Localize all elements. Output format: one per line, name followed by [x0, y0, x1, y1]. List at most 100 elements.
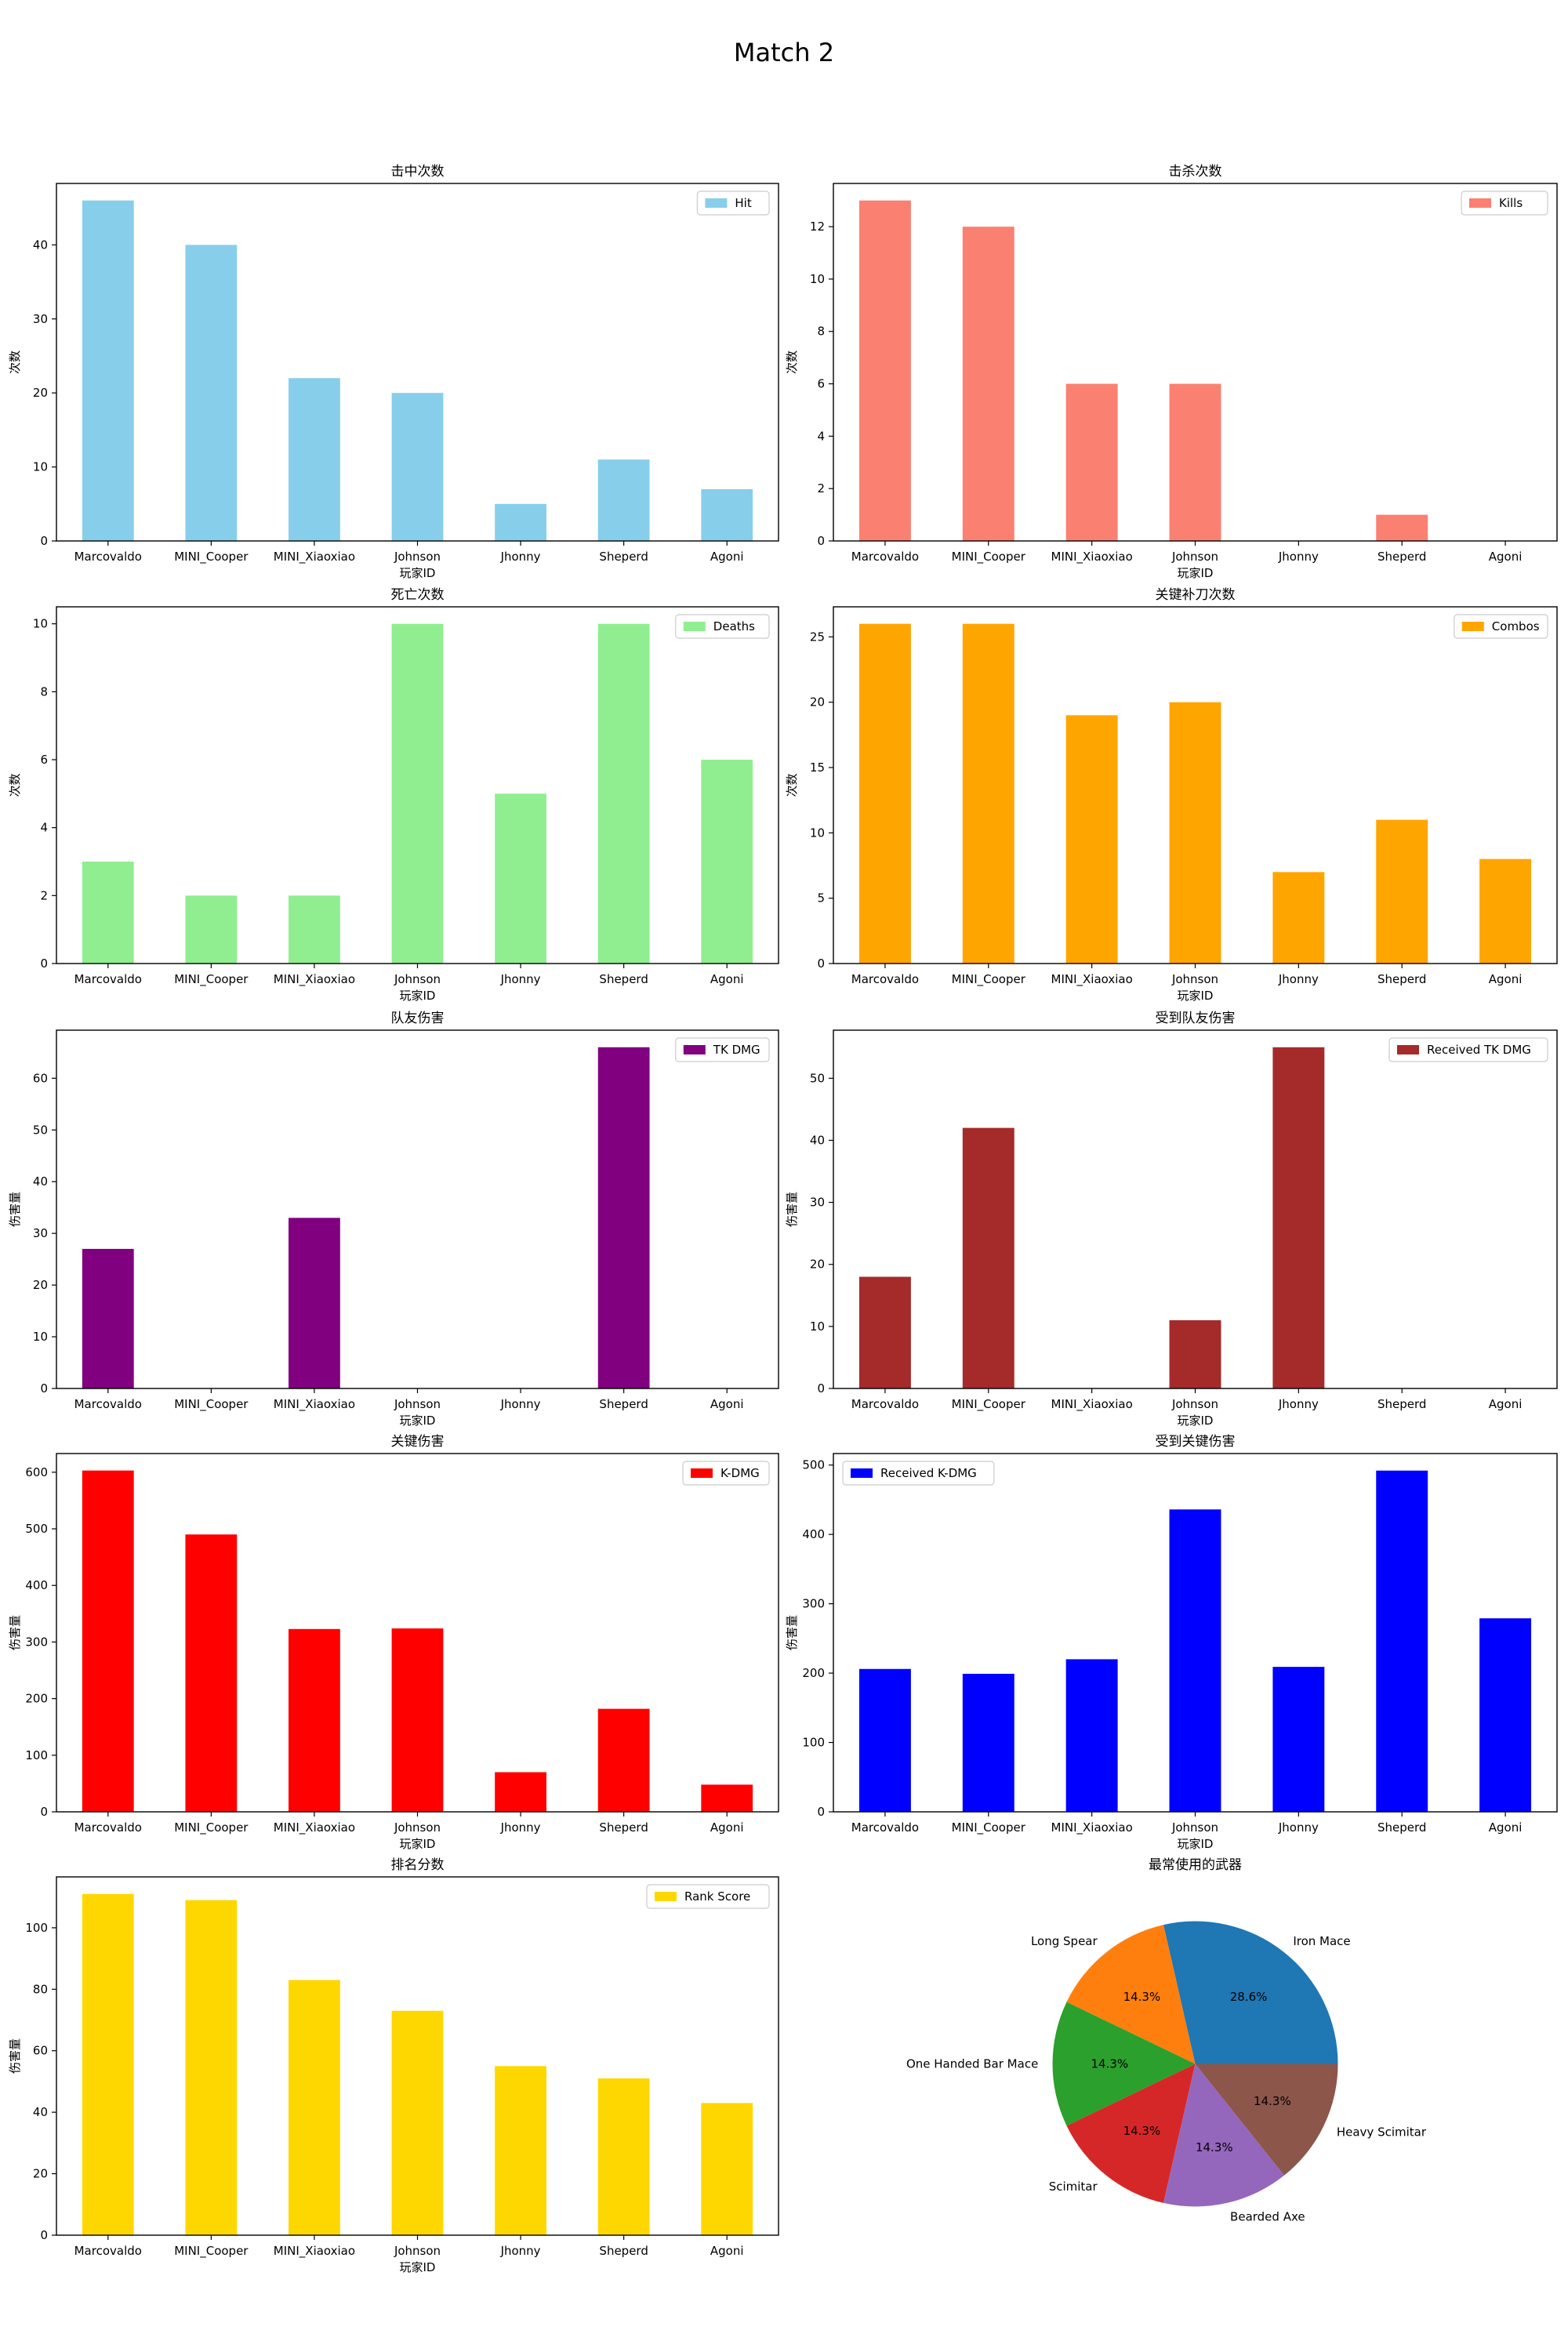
legend-box [696, 191, 770, 216]
legend: Rank Score [646, 1884, 770, 1909]
legend-box [842, 1461, 995, 1486]
bar [597, 2078, 650, 2235]
bar [962, 1127, 1014, 1388]
x-axis-label: 玩家ID [1178, 1837, 1214, 1851]
y-tick-label: 0 [817, 1805, 825, 1819]
x-tick-label: Agoni [1489, 550, 1523, 564]
x-tick-label: Johnson [394, 1397, 441, 1411]
x-tick-label: Marcovaldo [74, 1397, 142, 1411]
y-tick-label: 0 [40, 956, 48, 971]
legend: Hit [696, 191, 770, 216]
bar-chart-4: Marcovaldo MINI_Cooper MINI_Xiaoxiao Johnso… [8, 1011, 779, 1428]
bar [82, 200, 134, 541]
y-tick-label: 20 [810, 1258, 825, 1272]
x-tick-label: Marcovaldo [851, 972, 919, 986]
y-axis-label: 次数 [8, 773, 22, 797]
bar [185, 245, 238, 541]
bar [495, 1772, 546, 1812]
x-tick-label: Agoni [710, 972, 744, 986]
legend-box [1461, 191, 1548, 216]
y-tick-label: 8 [40, 684, 48, 699]
bar [185, 1534, 238, 1812]
pie-label: Bearded Axe [1230, 2210, 1305, 2224]
x-tick-label: Sheperd [1377, 972, 1426, 986]
x-tick-label: MINI_Cooper [952, 550, 1026, 564]
x-tick-label: Jhonny [1278, 1820, 1319, 1835]
bar [1376, 819, 1428, 964]
x-tick-label: MINI_Xiaoxiao [274, 1397, 355, 1412]
x-tick-label: MINI_Xiaoxiao [1051, 550, 1133, 564]
bar-chart-6: Marcovaldo MINI_Cooper MINI_Xiaoxiao Johnso… [8, 1434, 779, 1851]
x-axis-label: 玩家ID [1178, 1414, 1214, 1428]
bar [289, 1980, 340, 2235]
x-tick-label: Johnson [394, 550, 441, 564]
pie-label: Long Spear [1031, 1934, 1098, 1948]
figure-title: Match 2 [733, 38, 835, 67]
y-tick-label: 300 [802, 1597, 825, 1611]
y-tick-label: 10 [33, 617, 48, 631]
bar [597, 623, 650, 964]
bar [289, 378, 340, 541]
x-tick-label: Jhonny [500, 550, 541, 564]
x-tick-label: Sheperd [599, 1397, 648, 1411]
bar [82, 862, 134, 964]
y-tick-label: 200 [802, 1666, 825, 1680]
y-tick-label: 0 [817, 1381, 825, 1396]
bar [495, 793, 546, 964]
x-tick-label: Jhonny [500, 972, 541, 986]
y-tick-label: 20 [33, 386, 48, 400]
y-axis-label: 次数 [785, 773, 799, 797]
bar [1272, 872, 1325, 964]
chart-title: 受到队友伤害 [1156, 1011, 1236, 1026]
bar [1169, 1319, 1221, 1388]
bar [1169, 1509, 1221, 1812]
pie-value-label: 14.3% [1091, 2057, 1128, 2071]
x-tick-label: Agoni [710, 1820, 744, 1835]
chart-title: 最常使用的武器 [1149, 1857, 1242, 1873]
x-tick-label: Johnson [1171, 1397, 1218, 1411]
y-tick-label: 50 [810, 1071, 825, 1085]
y-axis-label: 次数 [8, 350, 22, 374]
bar [858, 1668, 911, 1812]
legend-label: TK DMG [713, 1043, 760, 1057]
bar [1479, 858, 1532, 964]
pie-value-label: 28.6% [1230, 1990, 1268, 2004]
bar-chart-3: Marcovaldo MINI_Cooper MINI_Xiaoxiao Johnso… [785, 587, 1558, 1003]
bar [1065, 1659, 1118, 1812]
x-tick-label: Sheperd [1377, 550, 1426, 564]
legend-swatch [655, 1892, 677, 1901]
x-tick-label: Marcovaldo [74, 2244, 142, 2258]
x-tick-label: MINI_Xiaoxiao [274, 1820, 355, 1835]
y-tick-label: 20 [33, 2167, 48, 2181]
x-tick-label: MINI_Cooper [174, 1820, 249, 1835]
y-tick-label: 40 [810, 1133, 825, 1147]
y-axis-label: 次数 [785, 350, 799, 374]
chart-title: 排名分数 [391, 1857, 445, 1873]
x-tick-label: MINI_Cooper [952, 1397, 1026, 1412]
y-tick-label: 50 [33, 1123, 48, 1137]
y-tick-label: 6 [817, 377, 825, 391]
legend: TK DMG [675, 1037, 770, 1062]
chart-title: 受到关键伤害 [1156, 1434, 1236, 1450]
y-tick-label: 400 [802, 1527, 825, 1541]
chart-title: 队友伤害 [391, 1011, 445, 1026]
y-tick-label: 10 [810, 826, 825, 840]
legend: Combos [1454, 614, 1548, 639]
y-tick-label: 80 [33, 1982, 48, 1996]
bar [701, 760, 753, 964]
pie-value-label: 14.3% [1123, 1990, 1161, 2004]
legend-swatch [705, 198, 728, 208]
x-tick-label: Marcovaldo [74, 550, 142, 564]
y-tick-label: 2 [40, 888, 48, 902]
pie-slice [1163, 2063, 1284, 2207]
bar [495, 2066, 546, 2235]
x-tick-label: MINI_Xiaoxiao [274, 550, 355, 564]
bar [185, 895, 238, 964]
x-tick-label: Marcovaldo [851, 1820, 919, 1835]
y-tick-label: 8 [817, 325, 825, 339]
y-tick-label: 100 [802, 1736, 825, 1750]
bar-chart-8: Marcovaldo MINI_Cooper MINI_Xiaoxiao Johnso… [8, 1857, 779, 2274]
pie-slice [1052, 2002, 1196, 2126]
legend-box [1388, 1037, 1548, 1062]
bar [82, 1248, 134, 1388]
